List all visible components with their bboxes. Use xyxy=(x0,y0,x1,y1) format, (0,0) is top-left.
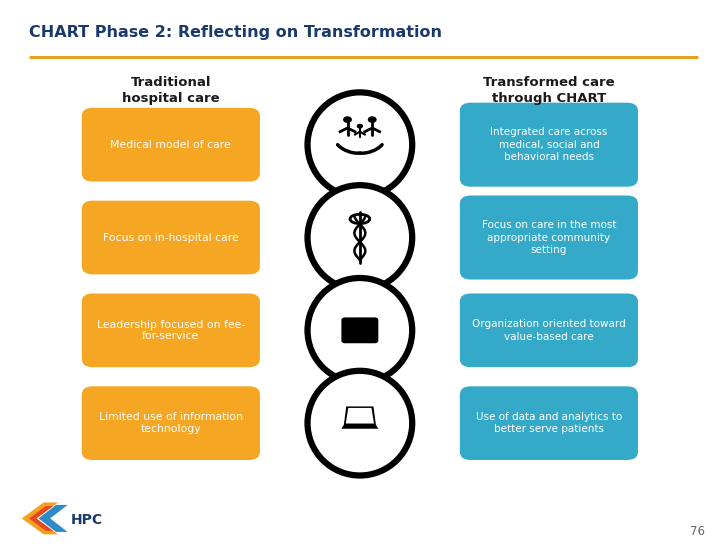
Circle shape xyxy=(343,116,352,123)
FancyBboxPatch shape xyxy=(459,103,638,187)
Polygon shape xyxy=(39,505,68,532)
Text: CHART Phase 2: Reflecting on Transformation: CHART Phase 2: Reflecting on Transformat… xyxy=(29,25,442,39)
Text: 76: 76 xyxy=(690,525,705,538)
Text: vs.: vs. xyxy=(350,90,369,103)
Circle shape xyxy=(368,116,377,123)
Polygon shape xyxy=(22,502,58,535)
FancyBboxPatch shape xyxy=(342,329,362,343)
Text: Leadership focused on fee-
for-service: Leadership focused on fee- for-service xyxy=(97,319,245,341)
FancyBboxPatch shape xyxy=(342,317,362,332)
Text: Traditional
hospital care: Traditional hospital care xyxy=(122,76,220,105)
Text: Integrated care across
medical, social and
behavioral needs: Integrated care across medical, social a… xyxy=(490,127,608,162)
Text: Organization oriented toward
value-based care: Organization oriented toward value-based… xyxy=(472,319,626,342)
Circle shape xyxy=(350,329,354,332)
FancyBboxPatch shape xyxy=(82,387,260,460)
Ellipse shape xyxy=(308,92,412,197)
FancyBboxPatch shape xyxy=(82,108,260,181)
Text: Use of data and analytics to
better serve patients: Use of data and analytics to better serv… xyxy=(475,412,622,435)
Text: Transformed care
through CHART: Transformed care through CHART xyxy=(483,76,615,105)
Polygon shape xyxy=(346,408,374,424)
Ellipse shape xyxy=(308,185,412,290)
Text: Limited use of information
technology: Limited use of information technology xyxy=(99,412,243,434)
Polygon shape xyxy=(29,506,53,531)
Text: Medical model of care: Medical model of care xyxy=(111,140,231,150)
Ellipse shape xyxy=(308,371,412,476)
Circle shape xyxy=(358,334,362,338)
Text: Focus on care in the most
appropriate community
setting: Focus on care in the most appropriate co… xyxy=(481,220,616,255)
Text: Focus on in-hospital care: Focus on in-hospital care xyxy=(103,233,238,242)
Text: HPC: HPC xyxy=(71,513,103,527)
Ellipse shape xyxy=(308,278,412,383)
Circle shape xyxy=(357,124,363,128)
Circle shape xyxy=(366,329,370,332)
Polygon shape xyxy=(344,406,376,425)
FancyBboxPatch shape xyxy=(459,294,638,367)
Polygon shape xyxy=(341,425,378,429)
FancyBboxPatch shape xyxy=(358,317,378,332)
FancyBboxPatch shape xyxy=(459,195,638,280)
FancyBboxPatch shape xyxy=(82,201,260,274)
FancyBboxPatch shape xyxy=(358,329,378,343)
Circle shape xyxy=(358,323,362,327)
FancyBboxPatch shape xyxy=(459,387,638,460)
FancyBboxPatch shape xyxy=(82,294,260,367)
